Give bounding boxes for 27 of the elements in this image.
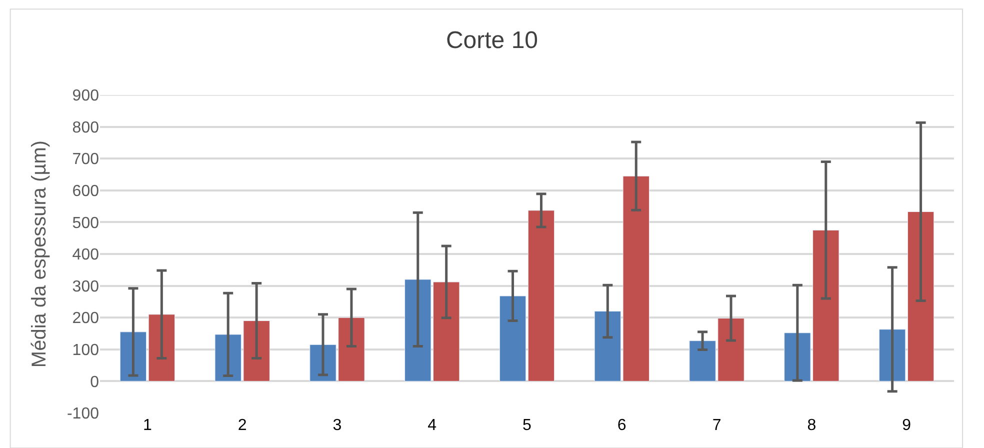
y-tick-label: 800	[72, 119, 100, 136]
bar	[907, 211, 934, 382]
x-tick-label: 6	[617, 417, 626, 434]
bar	[878, 329, 906, 382]
y-tick-label: 900	[72, 88, 100, 105]
y-tick-label: 0	[90, 374, 100, 391]
bar	[528, 210, 555, 382]
y-axis-title: Média da espessura (µm)	[28, 140, 50, 368]
y-tick-label: 200	[72, 310, 100, 328]
y-tick-label: 500	[72, 214, 100, 232]
y-tick-label: 400	[72, 246, 100, 264]
chart-title: Corte 10	[446, 27, 538, 54]
y-tick-label: -100	[66, 406, 100, 423]
y-tick-label: 300	[72, 278, 100, 296]
x-tick-label: 8	[807, 417, 816, 434]
x-tick-label: 1	[142, 417, 152, 434]
x-tick-label: 4	[428, 417, 437, 434]
bar	[499, 296, 526, 382]
x-tick-label: 5	[522, 417, 532, 434]
bar	[148, 314, 176, 382]
y-tick-label: 600	[72, 183, 100, 200]
y-tick-label: 100	[72, 342, 100, 359]
x-tick-label: 9	[902, 417, 912, 434]
y-tick-label: 700	[72, 151, 100, 168]
x-tick-label: 2	[238, 417, 247, 434]
x-tick-label: 3	[332, 417, 342, 434]
x-tick-label: 7	[712, 417, 722, 434]
